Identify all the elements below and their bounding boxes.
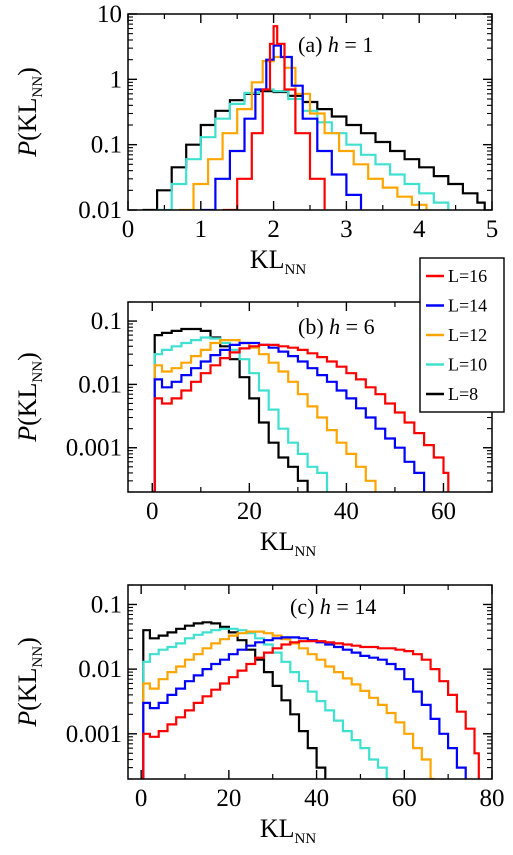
legend-label-l8: L=8 <box>448 384 478 404</box>
x-tick-label: 60 <box>392 785 417 812</box>
x-tick-label: 0 <box>135 785 148 812</box>
y-tick-label: 0.1 <box>91 308 122 335</box>
y-axis-label-sub: NN <box>30 76 46 98</box>
y-axis-label-p: P <box>13 141 42 158</box>
y-tick-label: 0.001 <box>66 435 122 462</box>
annotation-suffix: = 6 <box>340 314 374 339</box>
annotation-var: h <box>329 314 340 339</box>
y-axis-label-sub: NN <box>30 646 46 668</box>
x-tick-label: 40 <box>304 785 329 812</box>
y-axis-label: P(KLNN) <box>13 352 46 443</box>
y-axis-label-p: P <box>13 426 42 443</box>
series-group <box>141 621 480 779</box>
x-tick-label: 2 <box>267 216 280 243</box>
x-tick-label: 0 <box>146 498 159 525</box>
y-tick-label: 1 <box>110 66 123 93</box>
x-axis-label-main: KL <box>250 245 285 274</box>
x-axis-label-main: KL <box>260 527 295 556</box>
x-tick-label: 60 <box>431 498 456 525</box>
series-l14 <box>200 44 363 210</box>
series-l14 <box>141 636 467 779</box>
y-tick-label: 0.1 <box>91 132 122 159</box>
annotation-suffix: = 14 <box>331 594 376 619</box>
series-group <box>152 327 450 492</box>
y-tick-label: 10 <box>97 1 122 28</box>
x-axis-label-main: KL <box>260 814 295 843</box>
y-tick-label: 0.1 <box>91 591 122 618</box>
annotation-prefix: (c) <box>290 594 320 619</box>
x-tick-label: 1 <box>195 216 208 243</box>
annotation-var: h <box>320 594 331 619</box>
panel-annotation: (a) h = 1 <box>298 32 373 57</box>
x-tick-label: 5 <box>486 216 499 243</box>
x-tick-label: 0 <box>122 216 135 243</box>
annotation-suffix: = 1 <box>339 32 373 57</box>
panel-annotation: (c) h = 14 <box>290 594 376 619</box>
annotation-prefix: (b) <box>298 314 329 339</box>
y-axis-label-sub: NN <box>30 361 46 383</box>
series-l16 <box>222 25 326 210</box>
y-tick-label: 0.001 <box>66 721 122 748</box>
y-axis-label-main: (KL <box>13 668 42 711</box>
panel-annotation: (b) h = 6 <box>298 314 375 339</box>
legend-label-l10: L=10 <box>448 355 487 375</box>
legend-label-l12: L=12 <box>448 325 487 345</box>
x-axis-label: KLNN <box>260 527 317 560</box>
series-l10 <box>141 627 392 779</box>
series-l16 <box>141 640 480 779</box>
series-l12 <box>141 630 435 779</box>
y-axis-label-close: ) <box>13 67 42 76</box>
x-tick-label: 4 <box>413 216 426 243</box>
x-axis-label-sub: NN <box>295 544 317 560</box>
y-axis-label-close: ) <box>13 637 42 646</box>
y-tick-label: 0.01 <box>78 197 122 224</box>
y-axis-label-main: (KL <box>13 383 42 426</box>
x-tick-label: 40 <box>334 498 359 525</box>
y-axis-label-main: (KL <box>13 98 42 141</box>
x-tick-label: 20 <box>216 785 241 812</box>
plot-frame <box>127 584 493 780</box>
series-group <box>142 25 486 210</box>
annotation-prefix: (a) <box>298 32 328 57</box>
x-tick-label: 80 <box>480 785 505 812</box>
x-tick-label: 20 <box>237 498 262 525</box>
y-axis-label-p: P <box>13 711 42 728</box>
series-l8 <box>142 90 486 210</box>
legend-label-l16: L=16 <box>448 266 487 286</box>
x-axis-label: KLNN <box>250 245 307 278</box>
x-axis-label: KLNN <box>260 814 317 847</box>
y-axis-label: P(KLNN) <box>13 637 46 728</box>
y-tick-label: 0.01 <box>78 656 122 683</box>
x-axis-label-sub: NN <box>295 831 317 847</box>
series-l8 <box>141 621 327 779</box>
y-tick-label: 0.01 <box>78 371 122 398</box>
series-l12 <box>152 339 377 492</box>
y-axis-label-close: ) <box>13 352 42 361</box>
annotation-var: h <box>328 32 339 57</box>
x-tick-label: 3 <box>340 216 353 243</box>
x-axis-label-sub: NN <box>285 262 307 278</box>
legend-label-l14: L=14 <box>448 296 487 316</box>
legend: L=16 L=14 L=12 L=10 L=8 <box>419 257 505 413</box>
y-axis-label: P(KLNN) <box>13 67 46 158</box>
series-l14 <box>152 341 426 492</box>
series-l16 <box>152 343 450 492</box>
